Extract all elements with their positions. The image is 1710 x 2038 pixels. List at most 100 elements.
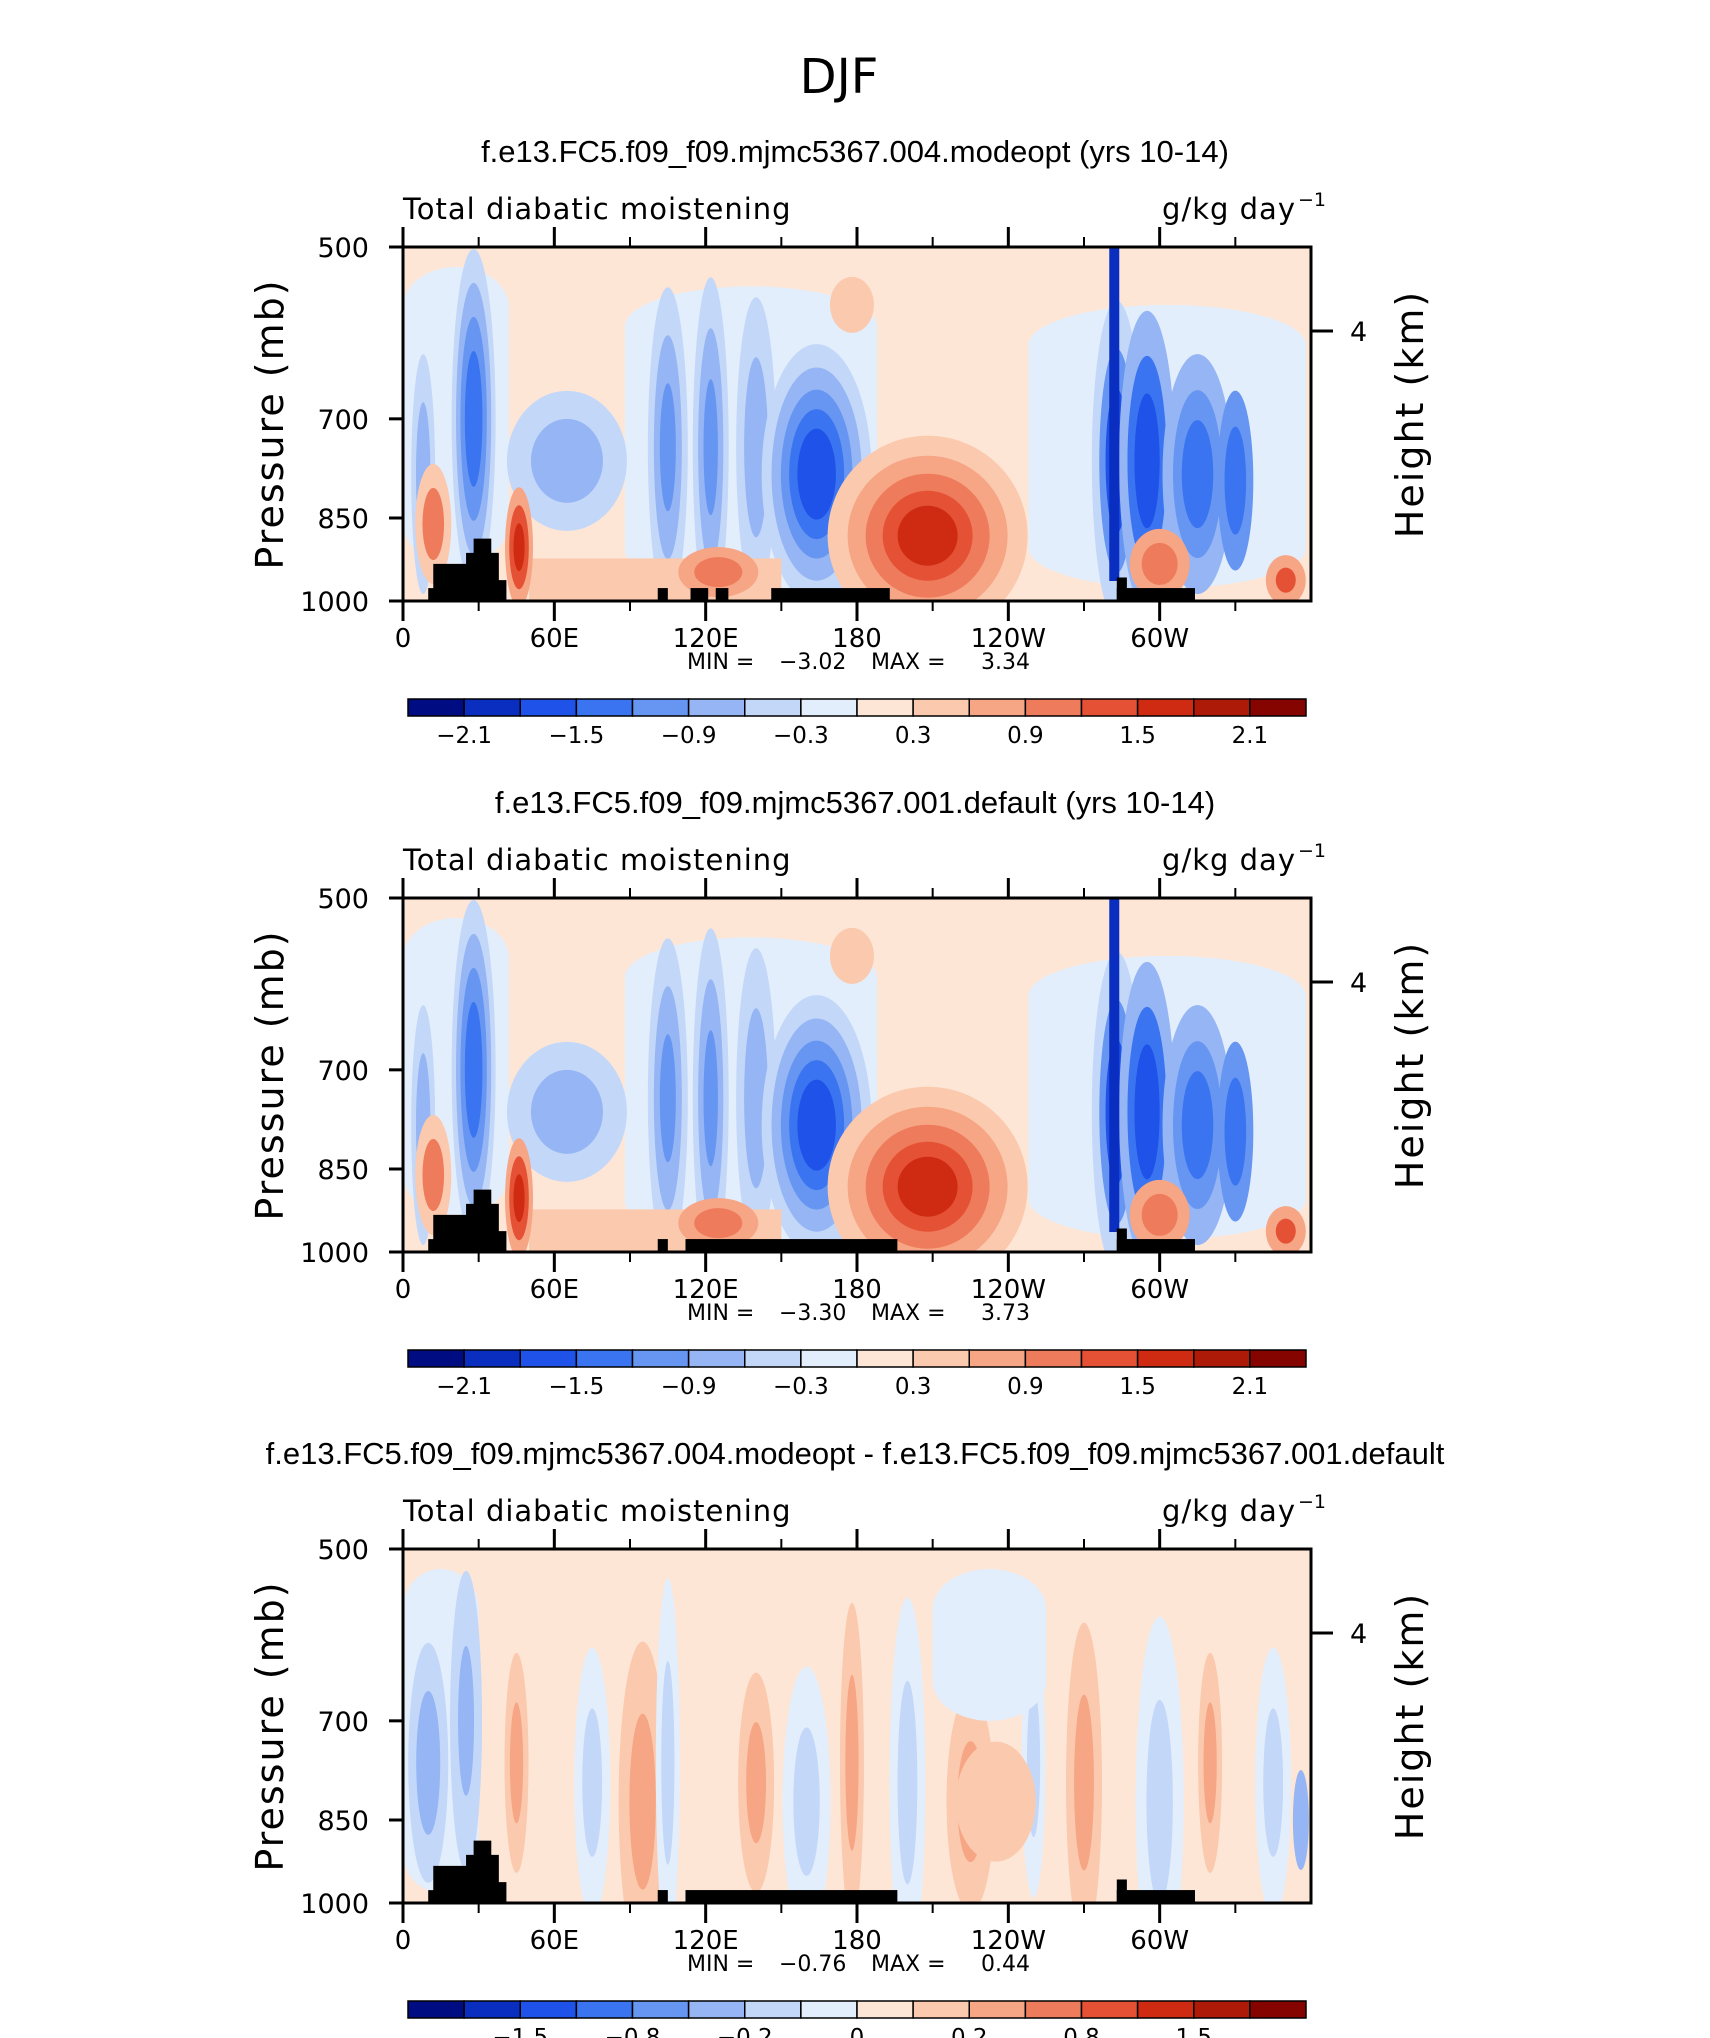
negative-anomaly xyxy=(582,1708,603,1857)
colorbar-label: 1.5 xyxy=(1175,2025,1212,2038)
colorbar-label: 2.1 xyxy=(1232,723,1269,749)
positive-anomaly xyxy=(845,1674,859,1851)
topography-mask xyxy=(428,1189,1195,1252)
colorbar-swatch xyxy=(463,1349,521,1368)
negative-anomaly xyxy=(1146,1699,1173,1903)
colorbar-label: −1.5 xyxy=(492,2025,548,2038)
colorbar-swatch xyxy=(912,1349,970,1368)
colorbar-swatch xyxy=(912,2000,970,2019)
topography-mask xyxy=(428,538,1195,601)
colorbar-swatch xyxy=(1136,2000,1195,2019)
colorbar-swatch xyxy=(1080,2000,1139,2019)
min-value: −3.30 xyxy=(779,1301,846,1326)
anomaly-region xyxy=(932,1569,1047,1721)
positive-anomaly xyxy=(513,523,525,572)
x-tick-label: 0 xyxy=(395,624,412,654)
contour-field xyxy=(403,898,1311,1252)
colorbar-swatch xyxy=(1193,698,1251,717)
y-tick-label: 700 xyxy=(317,1707,369,1738)
y-tick-label: 1000 xyxy=(300,1238,369,1269)
positive-anomaly xyxy=(1275,1218,1296,1244)
y-tick-label: 850 xyxy=(317,1155,369,1186)
panel-3: f.e13.FC5.f09_f09.mjmc5367.004.modeopt -… xyxy=(248,1436,1445,2038)
colorbar-label: 0.8 xyxy=(1063,2025,1100,2038)
negative-anomaly xyxy=(464,350,483,487)
y2-tick-label: 4 xyxy=(1350,317,1367,348)
positive-anomaly xyxy=(897,505,958,566)
y-tick-label: 500 xyxy=(317,884,369,915)
y-tick-label: 1000 xyxy=(300,1889,369,1920)
x-tick-label: 120E xyxy=(673,1926,739,1956)
left-string: Total diabatic moistening xyxy=(402,1494,792,1528)
colorbar-swatch xyxy=(687,1349,746,1368)
max-label: MAX = xyxy=(871,1301,946,1326)
colorbar-swatch xyxy=(1080,1349,1139,1368)
colorbar-label: 0 xyxy=(850,2025,865,2038)
y-tick-label: 850 xyxy=(317,504,369,535)
colorbar-swatch xyxy=(1080,698,1139,717)
negative-anomaly xyxy=(1181,1071,1214,1180)
x-tick-label: 60E xyxy=(530,624,580,654)
colorbar-label: −0.8 xyxy=(605,2025,661,2038)
colorbar-label: −0.3 xyxy=(773,1374,829,1400)
colorbar-swatch xyxy=(631,2000,690,2019)
units-string: g/kg day xyxy=(1162,192,1296,226)
colorbar-swatch xyxy=(856,2000,914,2019)
colorbar-label: −0.9 xyxy=(661,723,717,749)
positive-anomaly xyxy=(829,276,874,333)
colorbar-label: 0.3 xyxy=(895,1374,932,1400)
colorbar-swatch xyxy=(519,2000,578,2019)
positive-anomaly xyxy=(509,1702,524,1824)
y-tick-label: 500 xyxy=(317,1535,369,1566)
negative-anomaly xyxy=(458,1645,475,1796)
positive-anomaly xyxy=(422,487,445,560)
max-value: 3.34 xyxy=(981,650,1030,675)
x-tick-label: 60E xyxy=(530,1926,580,1956)
colorbar-swatch xyxy=(519,698,578,717)
y-tick-label: 850 xyxy=(317,1806,369,1837)
colorbar-swatch xyxy=(407,698,465,717)
contour-field xyxy=(403,1549,1311,1903)
positive-anomaly xyxy=(422,1138,445,1211)
y2-tick-label: 4 xyxy=(1350,1619,1367,1650)
contour-field xyxy=(403,247,1311,601)
topography-mask xyxy=(428,1840,1195,1903)
max-value: 0.44 xyxy=(981,1952,1030,1977)
colorbar-label: 0.2 xyxy=(951,2025,988,2038)
colorbar-swatch xyxy=(744,698,802,717)
y-tick-label: 500 xyxy=(317,233,369,264)
panel-2: f.e13.FC5.f09_f09.mjmc5367.001.default (… xyxy=(248,785,1432,1400)
x-tick-label: 180 xyxy=(832,624,882,654)
positive-anomaly xyxy=(694,557,743,588)
colorbar-label: −2.1 xyxy=(436,723,492,749)
negative-anomaly xyxy=(416,1690,441,1835)
negative-anomaly xyxy=(703,379,718,516)
y2-axis-label: Height (km) xyxy=(1388,941,1432,1189)
negative-anomaly xyxy=(797,1079,836,1171)
positive-anomaly xyxy=(1275,567,1296,593)
y-tick-label: 1000 xyxy=(300,587,369,618)
positive-anomaly xyxy=(1203,1702,1217,1824)
y-tick-label: 700 xyxy=(317,1056,369,1087)
colorbar-swatch xyxy=(1136,698,1195,717)
min-label: MIN = xyxy=(687,1952,754,1977)
units-exponent: −1 xyxy=(1298,189,1326,211)
left-string: Total diabatic moistening xyxy=(402,843,792,877)
colorbar-swatch xyxy=(1193,2000,1251,2019)
max-label: MAX = xyxy=(871,1952,946,1977)
positive-anomaly xyxy=(1141,1193,1178,1236)
negative-anomaly xyxy=(530,418,603,503)
positive-anomaly xyxy=(897,1156,958,1217)
max-value: 3.73 xyxy=(981,1301,1030,1326)
negative-anomaly xyxy=(1224,1077,1247,1186)
colorbar-label: 1.5 xyxy=(1119,723,1156,749)
positive-anomaly xyxy=(513,1174,525,1223)
min-value: −3.02 xyxy=(779,650,846,675)
x-tick-label: 120W xyxy=(971,1275,1046,1305)
negative-anomaly xyxy=(1292,1769,1309,1870)
negative-anomaly xyxy=(1263,1708,1284,1857)
positive-anomaly xyxy=(694,1208,743,1239)
colorbar-swatch xyxy=(631,1349,690,1368)
positive-anomaly xyxy=(629,1713,656,1890)
figure-title: DJF xyxy=(800,49,879,105)
